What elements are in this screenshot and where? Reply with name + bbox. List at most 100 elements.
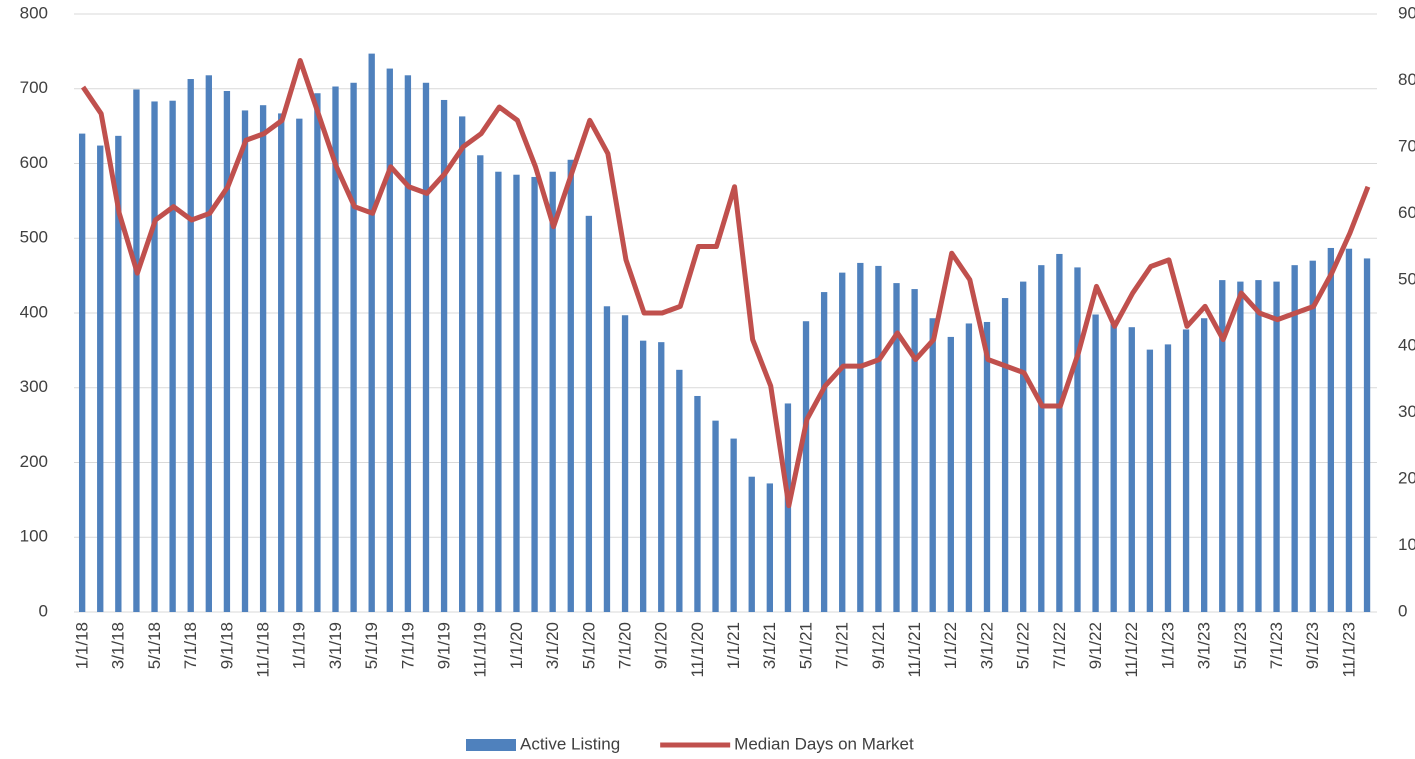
bar (766, 483, 774, 612)
x-tick-label: 5/1/18 (145, 622, 164, 669)
y2-tick-label: 50 (1398, 269, 1415, 288)
x-tick-label: 7/1/21 (833, 622, 852, 669)
legend-label: Active Listing (520, 734, 620, 753)
bar (1219, 280, 1226, 612)
bar (115, 135, 122, 612)
x-tick-label: 1/1/21 (724, 622, 743, 669)
x-tick-label: 5/1/22 (1014, 622, 1033, 669)
x-tick-label: 9/1/18 (217, 622, 236, 669)
y2-tick-label: 80 (1398, 70, 1415, 89)
bar (802, 321, 810, 612)
bar (1291, 265, 1298, 612)
bar (730, 438, 737, 612)
x-tick-label: 11/1/18 (254, 622, 273, 677)
x-tick-label: 3/1/21 (760, 622, 779, 669)
bar (1128, 327, 1135, 612)
bar (205, 75, 212, 613)
x-tick-label: 7/1/22 (1050, 622, 1069, 669)
bar (893, 283, 900, 612)
x-tick-label: 1/1/22 (941, 622, 960, 669)
x-tick-label: 9/1/22 (1086, 622, 1105, 669)
y2-tick-label: 40 (1398, 336, 1415, 355)
bar (1038, 265, 1045, 612)
bar (368, 53, 375, 613)
bar (386, 68, 393, 612)
x-tick-label: 3/1/19 (326, 622, 345, 669)
y-tick-label: 200 (20, 452, 48, 471)
bar (694, 395, 701, 612)
bar (404, 75, 412, 613)
x-tick-label: 3/1/20 (543, 622, 562, 669)
bar (169, 100, 176, 613)
bar (567, 159, 574, 612)
x-tick-label: 7/1/19 (398, 622, 417, 669)
bar (1001, 298, 1009, 612)
bar (1363, 258, 1371, 612)
y2-tick-label: 60 (1398, 203, 1415, 222)
bar (911, 289, 918, 612)
y-tick-label: 600 (20, 153, 48, 172)
y-tick-label: 100 (20, 527, 48, 546)
bar (314, 93, 321, 613)
y-tick-label: 300 (20, 377, 48, 396)
y2-tick-label: 10 (1398, 535, 1415, 554)
x-tick-label: 9/1/23 (1303, 622, 1322, 669)
bar (658, 342, 665, 612)
x-tick-label: 9/1/19 (434, 622, 453, 669)
x-tick-label: 1/1/19 (290, 622, 309, 669)
bar (422, 82, 430, 612)
x-tick-label: 11/1/20 (688, 622, 707, 677)
bar (549, 171, 556, 612)
x-tick-label: 3/1/22 (977, 622, 996, 669)
x-tick-label: 9/1/20 (652, 622, 671, 669)
x-tick-label: 11/1/21 (905, 622, 924, 677)
bar (639, 340, 647, 612)
bar (78, 133, 86, 612)
y2-tick-label: 90 (1398, 3, 1415, 22)
bar (531, 176, 538, 612)
bar (603, 306, 611, 612)
bar (495, 171, 502, 612)
bar (440, 99, 448, 612)
bar (296, 118, 303, 613)
bar (585, 215, 593, 612)
x-tick-label: 1/1/20 (507, 622, 526, 669)
bar (676, 369, 683, 612)
x-tick-label: 1/1/23 (1158, 622, 1177, 669)
x-tick-label: 11/1/19 (471, 622, 490, 677)
x-tick-label: 3/1/23 (1195, 622, 1214, 669)
bar (839, 272, 846, 612)
x-tick-label: 7/1/18 (181, 622, 200, 669)
bar (748, 476, 755, 612)
x-tick-label: 5/1/21 (796, 622, 815, 669)
x-tick-label: 7/1/23 (1267, 622, 1286, 669)
bar (223, 90, 231, 613)
bar (1273, 281, 1280, 612)
y2-tick-label: 30 (1398, 402, 1415, 421)
bar (1110, 321, 1117, 612)
x-tick-label: 5/1/20 (579, 622, 598, 669)
bar (1237, 281, 1244, 612)
bar (259, 105, 267, 612)
y-tick-label: 0 (39, 601, 48, 620)
bar (1074, 267, 1081, 612)
bar (1164, 344, 1172, 612)
x-tick-label: 9/1/21 (869, 622, 888, 669)
y2-tick-label: 0 (1398, 601, 1407, 620)
bar (983, 321, 991, 612)
x-tick-label: 7/1/20 (615, 622, 634, 669)
x-tick-label: 1/1/18 (73, 622, 92, 669)
x-tick-label: 11/1/22 (1122, 622, 1141, 677)
bar (1345, 248, 1353, 612)
bar (857, 262, 864, 612)
bar (151, 101, 158, 613)
bar (712, 420, 719, 612)
bar (241, 110, 249, 613)
y-tick-label: 400 (20, 302, 48, 321)
bar (187, 79, 194, 613)
legend-swatch (466, 739, 516, 751)
y2-tick-label: 20 (1398, 469, 1415, 488)
bar (459, 116, 466, 612)
bar (1056, 253, 1063, 612)
